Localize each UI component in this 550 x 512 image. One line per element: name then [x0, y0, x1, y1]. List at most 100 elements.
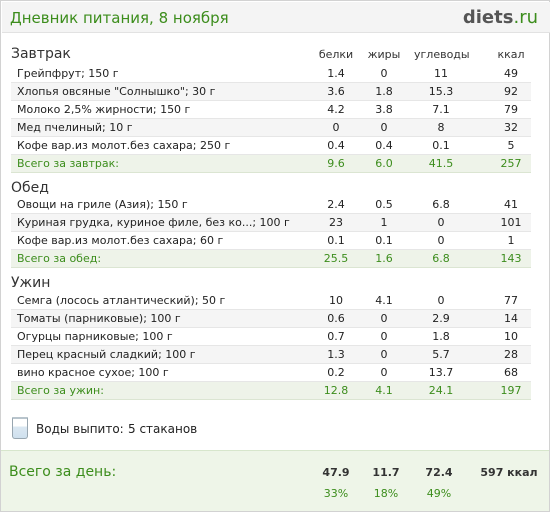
total-label: Всего за обед: — [17, 252, 102, 265]
food-carbs: 13.7 — [428, 366, 454, 379]
day-protein-pct: 33% — [323, 487, 349, 500]
col-header-protein: белки — [318, 48, 354, 61]
food-row[interactable]: Куриная грудка, куриное филе, без ко...;… — [11, 214, 531, 232]
total-protein: 12.8 — [323, 384, 349, 397]
total-carbs: 41.5 — [428, 157, 454, 170]
day-total-box: Всего за день: 47.9 11.7 72.4 597 ккал 3… — [1, 450, 549, 511]
food-name: Мед пчелиный; 10 г — [17, 121, 133, 134]
food-carbs: 8 — [437, 121, 445, 134]
food-kcal: 14 — [504, 312, 518, 325]
food-protein: 3.6 — [327, 85, 345, 98]
food-kcal: 41 — [504, 198, 518, 211]
food-name: Молоко 2,5% жирности; 150 г — [17, 103, 191, 116]
food-carbs: 1.8 — [432, 330, 450, 343]
food-row[interactable]: Хлопья овсяные "Солнышко"; 30 г 3.6 1.8 … — [11, 83, 531, 101]
food-protein: 0.2 — [327, 366, 345, 379]
food-kcal: 32 — [504, 121, 518, 134]
food-name: Семга (лосось атлантический); 50 г — [17, 294, 226, 307]
total-protein: 9.6 — [327, 157, 345, 170]
food-carbs: 2.9 — [432, 312, 450, 325]
food-row[interactable]: Кофе вар.из молот.без сахара; 60 г 0.1 0… — [11, 232, 531, 250]
food-kcal: 101 — [500, 216, 522, 229]
food-fat: 0 — [380, 330, 388, 343]
food-protein: 10 — [329, 294, 343, 307]
food-row[interactable]: Огурцы парниковые; 100 г 0.7 0 1.8 10 — [11, 328, 531, 346]
food-kcal: 28 — [504, 348, 518, 361]
food-name: Перец красный сладкий; 100 г — [17, 348, 196, 361]
total-label: Всего за ужин: — [17, 384, 104, 397]
food-fat: 0 — [380, 67, 388, 80]
food-row[interactable]: Мед пчелиный; 10 г 0 0 8 32 — [11, 119, 531, 137]
food-row[interactable]: Молоко 2,5% жирности; 150 г 4.2 3.8 7.1 … — [11, 101, 531, 119]
food-fat: 0.4 — [375, 139, 393, 152]
meal-title-breakfast: Завтрак — [11, 46, 71, 62]
food-fat: 0 — [380, 312, 388, 325]
total-kcal: 197 — [500, 384, 522, 397]
food-name: Грейпфрут; 150 г — [17, 67, 119, 80]
day-carbs-pct: 49% — [426, 487, 452, 500]
food-protein: 2.4 — [327, 198, 345, 211]
food-name: Хлопья овсяные "Солнышко"; 30 г — [17, 85, 216, 98]
food-name: Томаты (парниковые); 100 г — [17, 312, 181, 325]
logo-suffix: .ru — [513, 7, 538, 28]
meal-total-row: Всего за ужин: 12.8 4.1 24.1 197 — [11, 382, 531, 400]
food-carbs: 7.1 — [432, 103, 450, 116]
food-protein: 23 — [329, 216, 343, 229]
food-kcal: 49 — [504, 67, 518, 80]
food-carbs: 6.8 — [432, 198, 450, 211]
water-value: 5 стаканов — [128, 422, 198, 436]
food-name: вино красное сухое; 100 г — [17, 366, 169, 379]
col-header-carbs: углеводы — [414, 48, 470, 61]
food-name: Кофе вар.из молот.без сахара; 60 г — [17, 234, 224, 247]
food-row[interactable]: Семга (лосось атлантический); 50 г 10 4.… — [11, 292, 531, 310]
food-row[interactable]: Перец красный сладкий; 100 г 1.3 0 5.7 2… — [11, 346, 531, 364]
food-row[interactable]: Томаты (парниковые); 100 г 0.6 0 2.9 14 — [11, 310, 531, 328]
food-name: Овощи на гриле (Азия); 150 г — [17, 198, 188, 211]
food-kcal: 92 — [504, 85, 518, 98]
food-protein: 0 — [332, 121, 340, 134]
day-fat-pct: 18% — [373, 487, 399, 500]
food-kcal: 79 — [504, 103, 518, 116]
food-fat: 0.5 — [375, 198, 393, 211]
food-protein: 0.7 — [327, 330, 345, 343]
food-row[interactable]: Овощи на гриле (Азия); 150 г 2.4 0.5 6.8… — [11, 196, 531, 214]
total-carbs: 24.1 — [428, 384, 454, 397]
food-row[interactable]: вино красное сухое; 100 г 0.2 0 13.7 68 — [11, 364, 531, 382]
total-fat: 4.1 — [375, 384, 393, 397]
header-bar: Дневник питания, 8 ноября diets.ru — [2, 2, 550, 33]
day-kcal: 597 ккал — [480, 466, 538, 479]
food-carbs: 15.3 — [428, 85, 454, 98]
food-fat: 0 — [380, 121, 388, 134]
total-protein: 25.5 — [323, 252, 349, 265]
meal-total-row: Всего за обед: 25.5 1.6 6.8 143 — [11, 250, 531, 268]
food-protein: 4.2 — [327, 103, 345, 116]
col-header-kcal: ккал — [497, 48, 525, 61]
food-row[interactable]: Грейпфрут; 150 г 1.4 0 11 49 — [11, 65, 531, 83]
page-title: Дневник питания, 8 ноября — [10, 9, 229, 27]
site-logo[interactable]: diets.ru — [463, 7, 538, 28]
food-fat: 3.8 — [375, 103, 393, 116]
food-kcal: 77 — [504, 294, 518, 307]
food-name: Куриная грудка, куриное филе, без ко...;… — [17, 216, 290, 229]
food-kcal: 5 — [507, 139, 515, 152]
food-carbs: 0 — [437, 216, 445, 229]
food-carbs: 0 — [437, 234, 445, 247]
total-carbs: 6.8 — [432, 252, 450, 265]
logo-main: diets — [462, 7, 514, 28]
food-carbs: 5.7 — [432, 348, 450, 361]
day-carbs: 72.4 — [425, 466, 453, 479]
food-protein: 0.4 — [327, 139, 345, 152]
food-kcal: 1 — [507, 234, 515, 247]
food-row[interactable]: Кофе вар.из молот.без сахара; 250 г 0.4 … — [11, 137, 531, 155]
day-fat: 11.7 — [372, 466, 400, 479]
meal-title-lunch: Обед — [11, 180, 49, 196]
food-fat: 0.1 — [375, 234, 393, 247]
glass-icon — [12, 417, 28, 439]
total-fat: 6.0 — [375, 157, 393, 170]
day-total-label: Всего за день: — [9, 464, 117, 480]
total-kcal: 143 — [500, 252, 522, 265]
meal-title-dinner: Ужин — [11, 275, 51, 291]
food-name: Огурцы парниковые; 100 г — [17, 330, 173, 343]
food-fat: 1 — [380, 216, 388, 229]
